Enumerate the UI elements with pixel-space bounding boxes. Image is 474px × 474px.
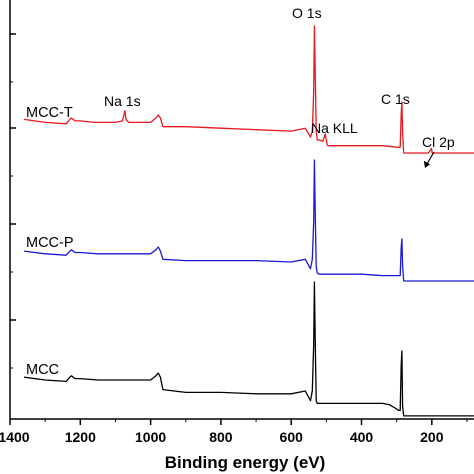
x-ticks: 1400 1200 1000 800 600 400 200 — [0, 419, 468, 445]
annotation-arrow-shaft — [426, 151, 435, 164]
annotation-c-1s: C 1s — [381, 91, 410, 107]
annotation-na-kll: Na KLL — [311, 120, 358, 136]
x-tick-label: 1200 — [65, 429, 96, 445]
x-axis-title: Binding energy (eV) — [165, 453, 326, 472]
x-tick-label: 400 — [350, 429, 374, 445]
x-tick-label: 1400 — [0, 429, 30, 445]
plot-area: 1400 1200 1000 800 600 400 200 — [0, 0, 474, 445]
annotation-cl-2p: Cl 2p — [422, 134, 455, 150]
annotation-arrow-head — [423, 160, 431, 168]
annotation-o-1s: O 1s — [292, 5, 322, 21]
series-line-mcc-p — [24, 159, 474, 282]
series-label-mcc: MCC — [26, 362, 59, 378]
series-line-mcc-t — [24, 25, 474, 154]
x-tick-label: 800 — [209, 429, 233, 445]
series-layer — [24, 25, 474, 417]
annotation-na-1s: Na 1s — [104, 93, 141, 109]
x-tick-label: 200 — [420, 429, 444, 445]
series-line-mcc — [24, 281, 474, 417]
x-tick-label: 600 — [280, 429, 304, 445]
x-tick-label: 1000 — [135, 429, 166, 445]
series-label-mcc-p: MCC-P — [26, 235, 74, 251]
series-label-mcc-t: MCC-T — [26, 105, 73, 121]
